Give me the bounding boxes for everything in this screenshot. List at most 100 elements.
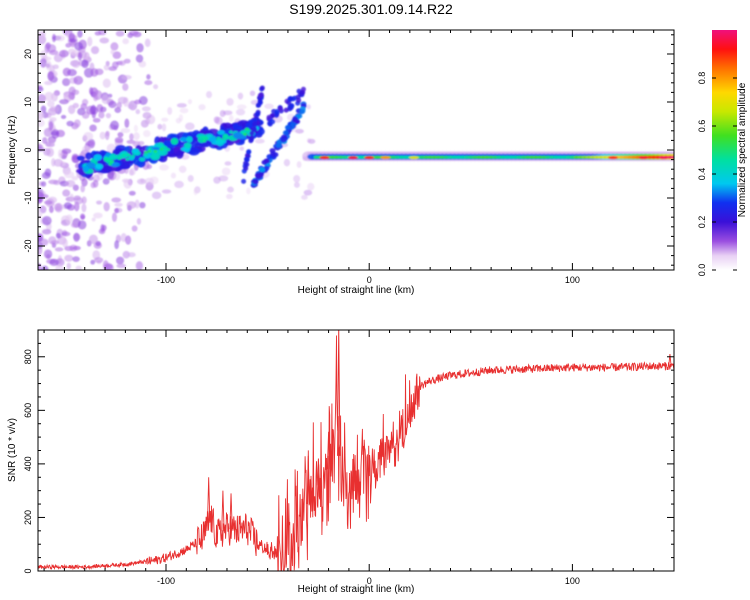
heatmap-cell bbox=[249, 130, 255, 136]
heatmap-cell bbox=[114, 172, 121, 181]
heatmap-cell bbox=[161, 189, 172, 194]
heatmap-cell bbox=[41, 172, 51, 179]
x-tick-label: 100 bbox=[565, 576, 580, 586]
heatmap-cell bbox=[111, 212, 118, 223]
heatmap-cell bbox=[217, 130, 225, 135]
heatmap-cell bbox=[62, 78, 71, 87]
heatmap-cell bbox=[93, 212, 103, 219]
heatmap-cell bbox=[40, 50, 47, 60]
x-tick-label: 0 bbox=[367, 576, 372, 586]
heatmap-cell bbox=[93, 90, 103, 100]
heatmap-cell bbox=[103, 202, 110, 212]
heatmap-cell bbox=[77, 52, 83, 61]
heatmap-cell bbox=[243, 132, 248, 136]
heatmap-cell bbox=[218, 175, 229, 182]
heatmap-cell bbox=[49, 117, 57, 122]
heatmap-cell bbox=[81, 178, 88, 187]
y-tick-label: 200 bbox=[23, 510, 33, 525]
heatmap-cell bbox=[117, 131, 124, 138]
heatmap-cell bbox=[65, 214, 73, 225]
heatmap-cell bbox=[38, 147, 45, 152]
heatmap-cell bbox=[38, 110, 44, 120]
heatmap-cell bbox=[120, 128, 131, 134]
heatmap-cell bbox=[143, 129, 151, 138]
heatmap-cell bbox=[157, 123, 163, 130]
heatmap-cell bbox=[44, 43, 50, 54]
heatmap-cell bbox=[52, 64, 59, 70]
heatmap-cell bbox=[135, 54, 144, 63]
heatmap-cell bbox=[108, 100, 117, 109]
heatmap-cell bbox=[41, 215, 52, 226]
heatmap-cell bbox=[143, 153, 148, 157]
heatmap-cell bbox=[126, 153, 131, 157]
heatmap-cell bbox=[62, 67, 71, 77]
heatmap-cell bbox=[290, 122, 297, 128]
heatmap-cell bbox=[54, 247, 64, 252]
heatmap-cell bbox=[135, 109, 141, 115]
heatmap-cell bbox=[116, 263, 126, 269]
heatmap-cell bbox=[216, 136, 221, 140]
heatmap-cell bbox=[131, 154, 136, 158]
heatmap-cell bbox=[306, 138, 312, 143]
heatmap-cell bbox=[77, 30, 83, 38]
heatmap-cell bbox=[99, 131, 106, 140]
heatmap-cell bbox=[121, 153, 126, 157]
heatmap-cell bbox=[104, 131, 110, 141]
heatmap-cell bbox=[121, 74, 132, 80]
heatmap-cell bbox=[280, 137, 287, 143]
heatmap-cell bbox=[257, 93, 263, 99]
colorbar-tick-label: 0.6 bbox=[697, 120, 707, 133]
heatmap-cell bbox=[244, 162, 250, 168]
heatmap-cell bbox=[128, 190, 136, 196]
heatmap-cell bbox=[246, 187, 251, 195]
colorbar-tick-label: 0.4 bbox=[697, 168, 707, 181]
heatmap-cell bbox=[65, 42, 72, 48]
heatmap-cell bbox=[95, 163, 104, 170]
y-tick-label: -10 bbox=[23, 191, 33, 204]
heatmap-cell bbox=[213, 116, 220, 124]
heatmap-cell bbox=[133, 124, 138, 133]
heatmap-cell bbox=[136, 178, 147, 185]
heatmap-cell bbox=[94, 257, 104, 263]
x-tick-label: -100 bbox=[157, 576, 175, 586]
heatmap-cell bbox=[62, 238, 68, 248]
heatmap-cell bbox=[38, 85, 43, 90]
heatmap-cell bbox=[131, 225, 138, 232]
heatmap-cell bbox=[38, 262, 42, 269]
heatmap-cell bbox=[39, 57, 47, 68]
heatmap-cell bbox=[102, 165, 112, 174]
heatmap-cell bbox=[288, 95, 294, 101]
heatmap-cell bbox=[111, 197, 122, 203]
heatmap-cell bbox=[92, 117, 101, 123]
heatmap-cell bbox=[126, 201, 137, 209]
heatmap-plot-area bbox=[38, 30, 674, 270]
heatmap-cell bbox=[267, 121, 273, 127]
heatmap-cell bbox=[221, 167, 231, 176]
heatmap-cell bbox=[100, 106, 107, 113]
heatmap-cell bbox=[38, 94, 46, 104]
heatmap-cell bbox=[274, 109, 280, 115]
heatmap-cell bbox=[80, 184, 86, 193]
heatmap-cell bbox=[68, 92, 76, 100]
heatmap-cell bbox=[102, 178, 110, 185]
heatmap-cell bbox=[319, 156, 330, 160]
heatmap-cell bbox=[87, 36, 93, 47]
heatmap-cell bbox=[43, 127, 53, 137]
heatmap-cell bbox=[293, 182, 300, 188]
heatmap-cell bbox=[117, 96, 128, 104]
heatmap-cells bbox=[38, 30, 674, 270]
heatmap-cell bbox=[38, 245, 43, 256]
heatmap-cell bbox=[183, 142, 192, 149]
heatmap-cell bbox=[235, 108, 246, 116]
heatmap-cell bbox=[292, 116, 299, 122]
heatmap-xlabel: Height of straight line (km) bbox=[298, 285, 415, 296]
heatmap-cell bbox=[255, 102, 261, 108]
heatmap-cell bbox=[43, 200, 53, 205]
heatmap-cell bbox=[111, 61, 119, 69]
heatmap-cell bbox=[299, 90, 305, 96]
heatmap-cell bbox=[176, 103, 187, 108]
heatmap-cell bbox=[110, 162, 120, 168]
heatmap-cell bbox=[72, 184, 79, 192]
heatmap-cell bbox=[658, 156, 669, 160]
